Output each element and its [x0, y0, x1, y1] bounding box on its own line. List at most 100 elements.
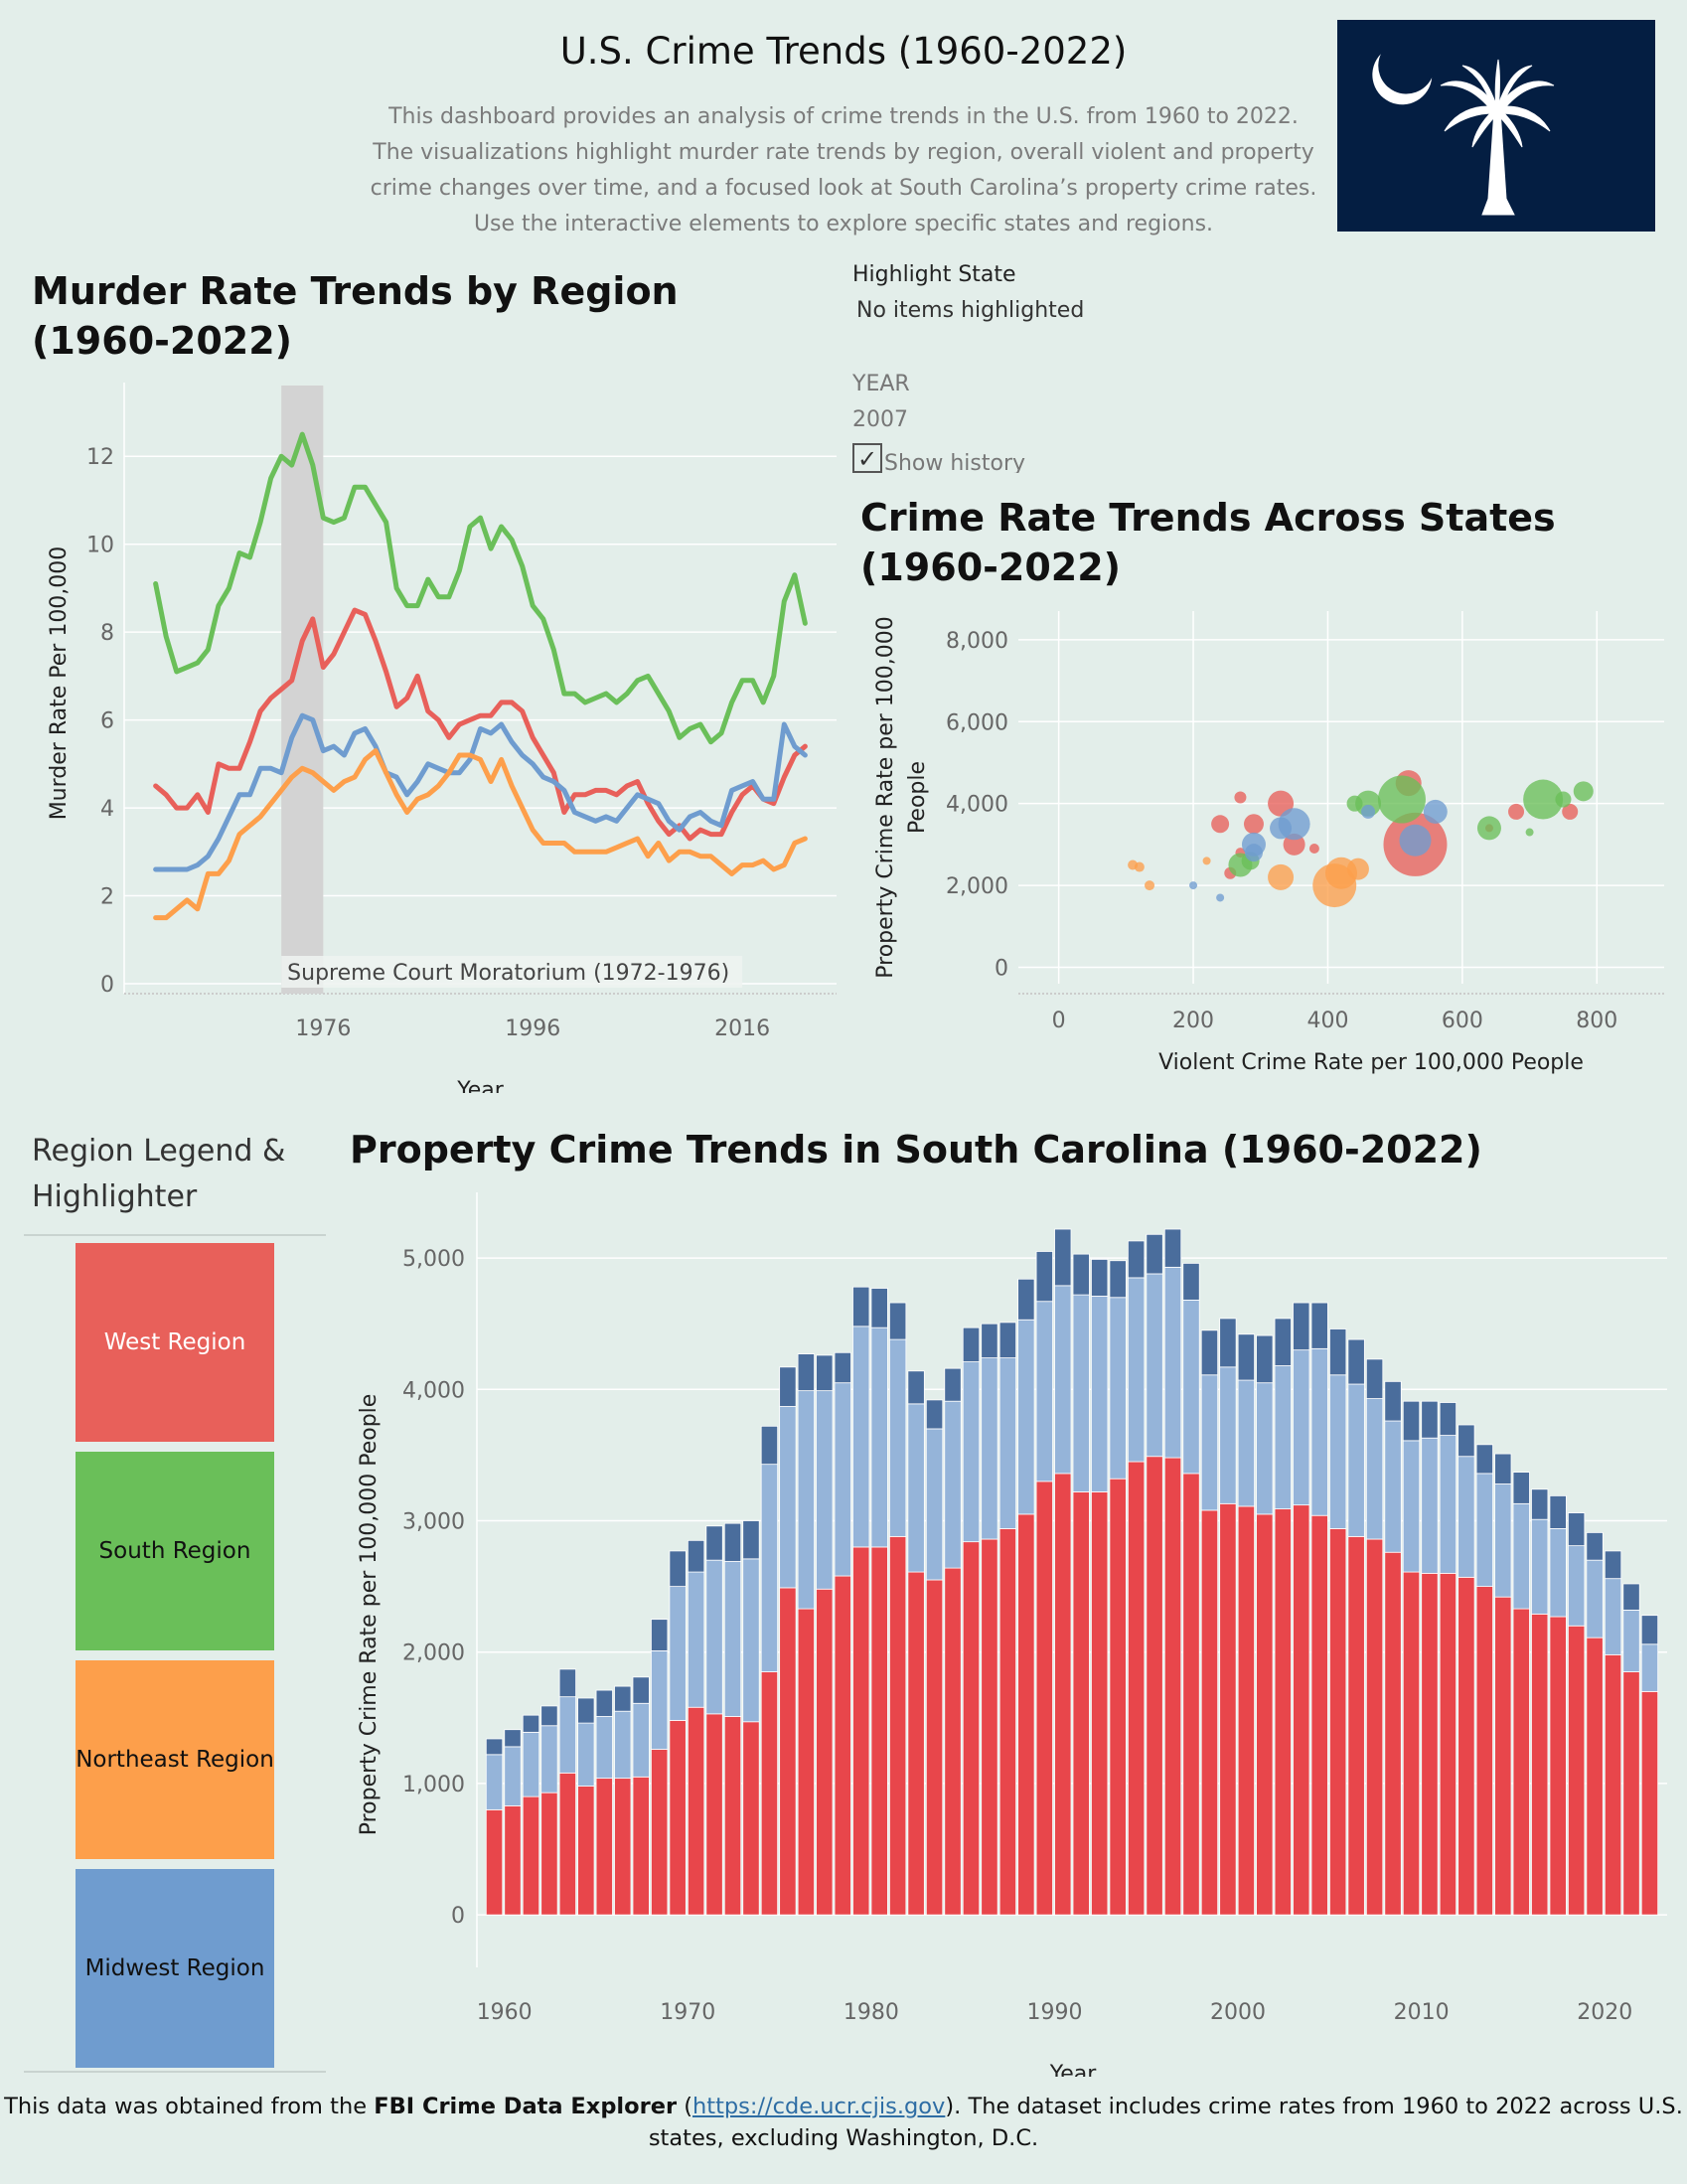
bar-segment — [1035, 1481, 1053, 1916]
bar-segment — [1329, 1528, 1347, 1916]
bar-segment — [1457, 1456, 1475, 1578]
bar-segment — [522, 1714, 540, 1733]
x-tick-label: 0 — [1052, 1009, 1066, 1033]
bar-segment — [1365, 1398, 1384, 1540]
bar-segment — [760, 1464, 779, 1672]
y-tick-label: 2,000 — [402, 1641, 465, 1666]
bar-segment — [1200, 1509, 1219, 1916]
show-history-toggle[interactable]: ✓ Show history — [852, 443, 1250, 473]
bar-segment — [889, 1535, 907, 1916]
bar-segment — [1256, 1334, 1274, 1384]
bar-segment — [1109, 1297, 1127, 1480]
bar-segment — [1384, 1420, 1402, 1553]
x-tick-label: 1996 — [505, 1016, 560, 1041]
x-tick-label: 1970 — [660, 2000, 715, 2025]
bar-segment — [595, 1716, 613, 1780]
bar-segment — [705, 1713, 723, 1916]
bar-segment — [1439, 1435, 1457, 1574]
bar-segment — [834, 1351, 851, 1384]
bar-segment — [925, 1428, 944, 1581]
y-tick-label: 3,000 — [402, 1510, 465, 1535]
bar-segment — [870, 1288, 888, 1328]
y-tick-label: 8,000 — [946, 629, 1008, 654]
scatter-point-midwest — [1244, 844, 1263, 862]
bar-segment — [1310, 1302, 1328, 1349]
bar-segment — [1274, 1365, 1292, 1510]
description-line: Use the interactive elements to explore … — [473, 212, 1214, 236]
bar-segment — [504, 1804, 522, 1916]
bar-segment — [944, 1367, 962, 1402]
bar-segment — [1054, 1473, 1072, 1916]
highlight-state-label: Highlight State — [852, 262, 1016, 287]
bar-segment — [925, 1579, 944, 1916]
scatter-point-south — [1346, 795, 1363, 812]
bar-segment — [779, 1406, 797, 1589]
highlight-state-value[interactable]: No items highlighted — [856, 298, 1085, 323]
scatter-point-northeast — [1346, 858, 1369, 880]
bar-segment — [1586, 1637, 1604, 1916]
legend-northeast-region[interactable]: Northeast Region — [76, 1660, 274, 1859]
legend-midwest-region[interactable]: Midwest Region — [76, 1869, 274, 2068]
bar-segment — [1384, 1551, 1402, 1916]
bar-segment — [1310, 1514, 1328, 1916]
murder-title-line: (1960-2022) — [32, 319, 293, 363]
bar-segment — [595, 1689, 613, 1717]
bar-segment — [1109, 1260, 1127, 1299]
bar-segment — [1567, 1625, 1586, 1916]
region-legend-title: Region Legend & Highlighter — [32, 1129, 285, 1220]
legend-west-region[interactable]: West Region — [76, 1243, 274, 1442]
bar-segment — [816, 1588, 834, 1916]
bar-segment — [1622, 1671, 1640, 1916]
bar-segment — [760, 1671, 779, 1916]
scatter-point-south — [1523, 779, 1564, 820]
footer-text: ( — [677, 2094, 692, 2119]
scatter-point-south — [1525, 828, 1534, 837]
footer-line-2: states, excluding Washington, D.C. — [648, 2125, 1039, 2151]
y-tick-label: 4,000 — [946, 793, 1008, 818]
bar-segment — [1146, 1233, 1163, 1275]
bar-segment — [632, 1676, 650, 1704]
bar-segment — [998, 1357, 1017, 1529]
bar-segment — [1640, 1690, 1659, 1916]
bar-segment — [779, 1587, 797, 1916]
bar-segment — [1054, 1228, 1072, 1287]
bar-segment — [1586, 1532, 1604, 1561]
bar-segment — [1310, 1347, 1328, 1516]
scatter-point-west — [1283, 833, 1305, 856]
bar-segment — [687, 1571, 705, 1708]
scatter-point-west — [1308, 844, 1319, 855]
year-slider-value[interactable]: 2007 — [852, 407, 908, 432]
sc-property-crime-bar-chart[interactable]: 0 1,000 2,000 3,000 4,000 5,000 1960 1970 1980 19… — [338, 1182, 1687, 2077]
dashboard-description: This dashboard provides an analysis of c… — [338, 99, 1349, 242]
show-history-checkbox[interactable]: ✓ — [852, 443, 882, 473]
murder-rate-line-chart[interactable]: 0 2 4 6 8 10 12 Supreme Court Moratorium (1972-… — [0, 368, 844, 1093]
legend-item-label: Northeast Region — [76, 1747, 274, 1773]
bar-segment — [870, 1326, 888, 1548]
bar-segment — [998, 1322, 1017, 1358]
bar-segment — [1421, 1572, 1439, 1916]
legend-south-region[interactable]: South Region — [76, 1452, 274, 1650]
bar-segment — [1072, 1491, 1090, 1916]
x-tick-label: 1960 — [477, 2000, 533, 2025]
footer-line-1: This data was obtained from the FBI Crim… — [0, 2091, 1687, 2122]
bar-segment — [1549, 1494, 1567, 1529]
bar-segment — [962, 1541, 981, 1916]
bar-segment — [944, 1400, 962, 1569]
bar-segment — [1274, 1508, 1292, 1916]
y-tick-label: 6,000 — [946, 710, 1008, 735]
footer-text: ). The dataset includes crime rates from… — [945, 2094, 1683, 2119]
scatter-title-line: (1960-2022) — [860, 546, 1122, 589]
bar-segment — [705, 1525, 723, 1561]
fbi-data-link[interactable]: https://cde.ucr.cjis.gov — [691, 2094, 946, 2119]
bar-segment — [723, 1561, 742, 1717]
bar-segment — [1256, 1382, 1274, 1515]
state-crime-scatter-chart[interactable]: 0 200 400 600 800 0 2,000 4,000 6,000 8,000 Violen… — [844, 596, 1687, 1093]
bar-segment — [981, 1357, 998, 1540]
scatter-point-northeast — [1145, 880, 1155, 891]
bar-segment — [1347, 1338, 1365, 1385]
y-tick-label: 2,000 — [946, 874, 1008, 899]
bar-segment — [1512, 1472, 1530, 1504]
bar-segment — [1146, 1456, 1163, 1916]
y-axis-label: Property Crime Rate per 100,000 — [873, 616, 898, 979]
bar-segment — [1237, 1379, 1255, 1507]
